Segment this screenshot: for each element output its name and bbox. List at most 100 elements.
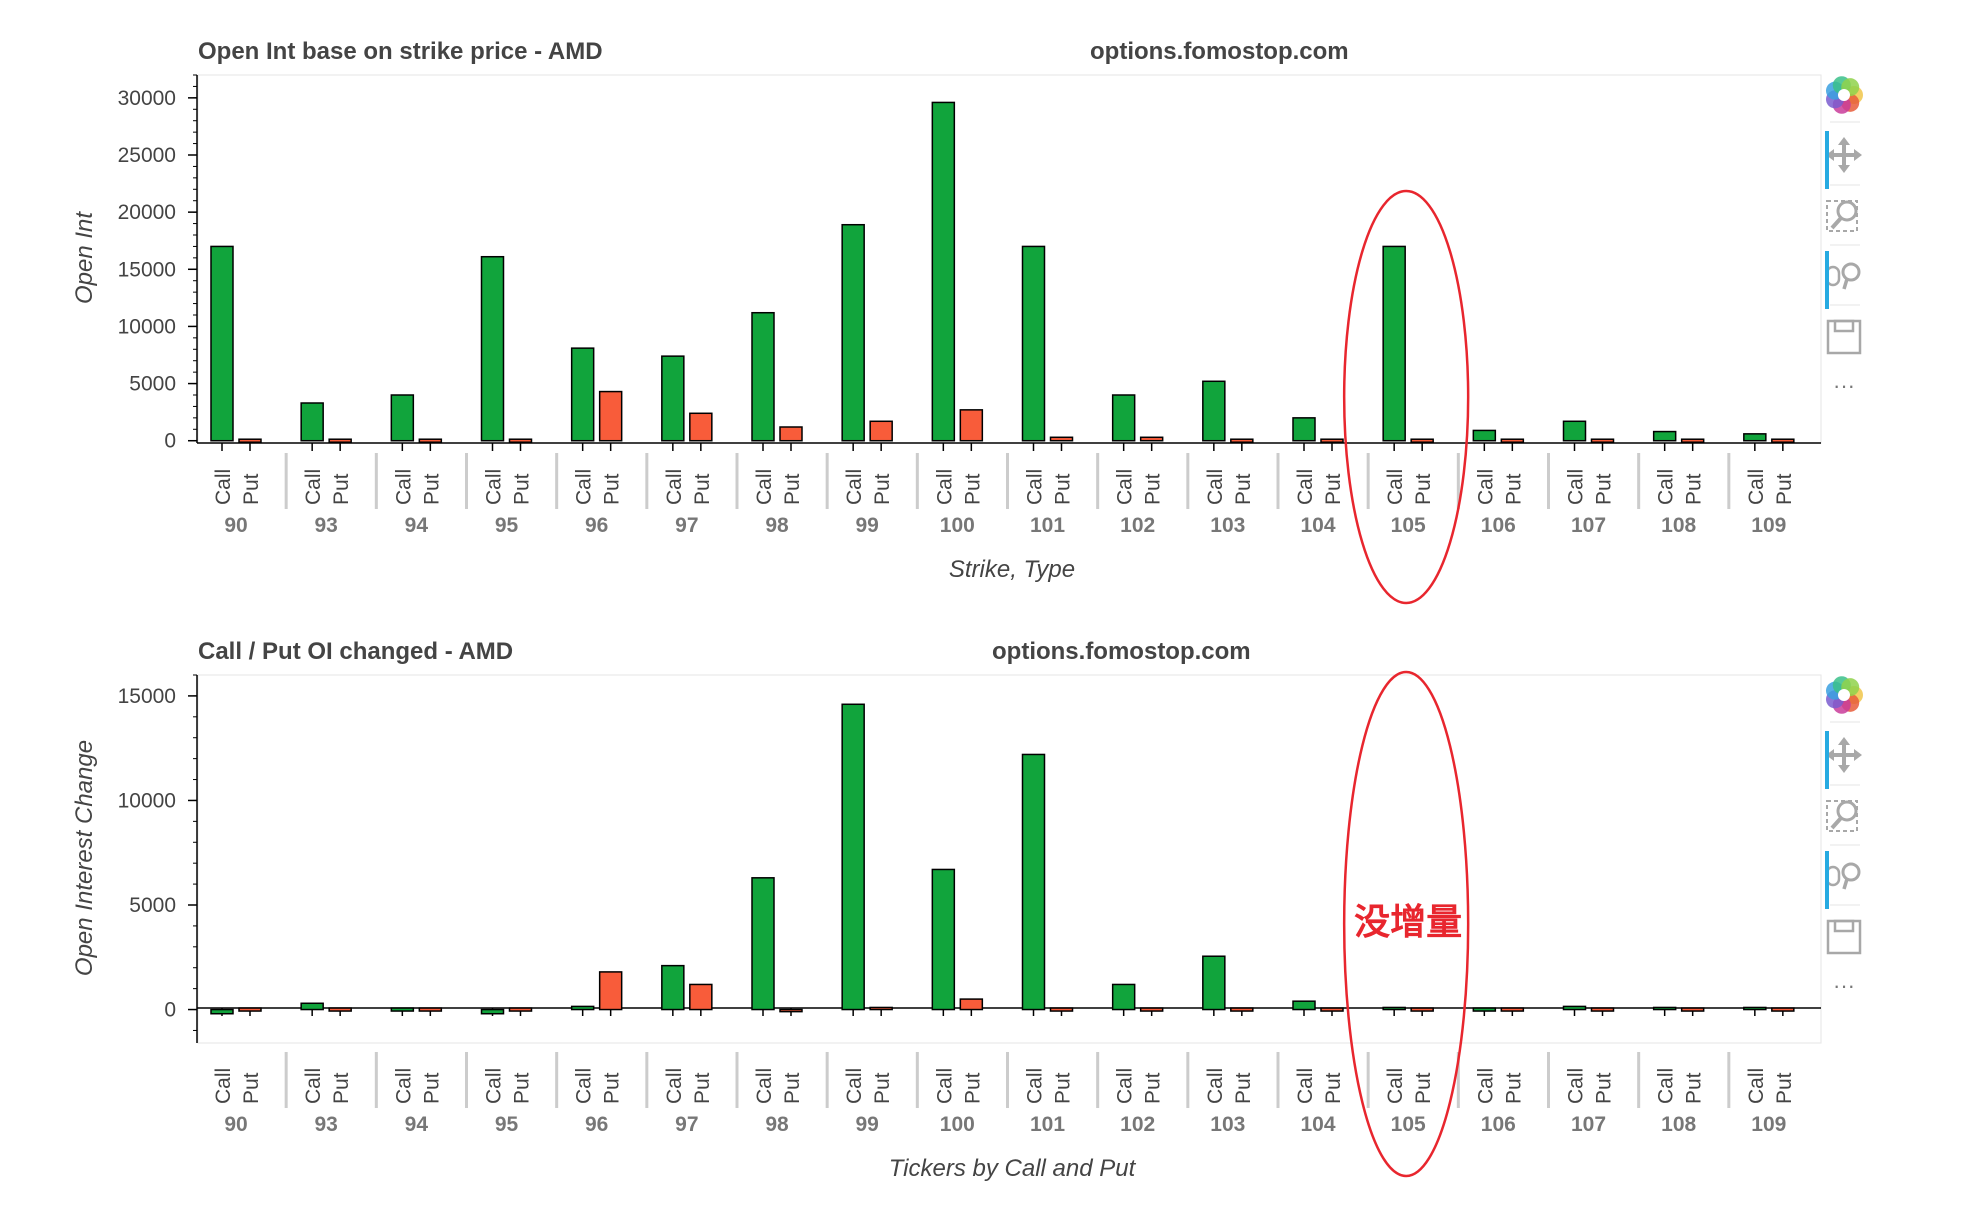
put-tick-label: Put	[691, 1072, 714, 1104]
call-tick-label: Call	[1114, 469, 1137, 505]
strike-label: 93	[314, 1113, 337, 1136]
put-bar	[328, 438, 352, 443]
call-bar	[1202, 955, 1226, 1011]
put-tick-label: Put	[871, 473, 894, 505]
put-bar	[959, 409, 984, 442]
strike-label: 98	[765, 1113, 789, 1136]
strike-label: 105	[1391, 514, 1426, 537]
call-bar	[1472, 1007, 1497, 1012]
zoom-box-glyph	[1826, 800, 1858, 832]
box-zoom-tool-icon[interactable]	[1826, 200, 1858, 232]
strike-label: 100	[940, 514, 975, 537]
put-bar	[689, 983, 713, 1011]
highlight-ellipse	[1342, 189, 1470, 605]
put-bar	[1771, 438, 1795, 443]
logo-center	[1838, 89, 1850, 101]
more-tools-button[interactable]: ···	[1833, 373, 1855, 398]
put-tick-label: Put	[420, 1072, 443, 1104]
put-bar	[418, 1007, 443, 1012]
watermark: options.fomostop.com	[992, 638, 1251, 665]
y-tick-label: 0	[164, 430, 176, 453]
y-tick-label: 5000	[129, 894, 176, 917]
call-bar	[1382, 1006, 1406, 1011]
strike-label: 94	[405, 514, 429, 537]
pan-tool-icon[interactable]	[1826, 137, 1862, 173]
call-bar	[480, 255, 505, 442]
call-tick-label: Call	[1474, 469, 1497, 505]
tool-active-indicator	[1825, 731, 1829, 789]
strike-label: 94	[405, 1113, 429, 1136]
put-bar	[1320, 438, 1344, 443]
save-tool-icon[interactable]	[1826, 919, 1862, 955]
put-tick-label: Put	[601, 473, 624, 505]
strike-label: 95	[495, 514, 519, 537]
put-tick-label: Put	[1502, 473, 1525, 505]
put-tick-label: Put	[1142, 1072, 1165, 1104]
open-interest-chart: Open Int base on strike price - AMD opti…	[71, 38, 1863, 605]
box-zoom-tool-icon[interactable]	[1826, 800, 1858, 832]
save-frame-glyph	[1826, 919, 1862, 955]
y-tick-label: 30000	[118, 87, 176, 110]
call-tick-label: Call	[483, 1068, 506, 1104]
save-tool-icon[interactable]	[1826, 319, 1862, 355]
pan-tool-icon[interactable]	[1826, 737, 1862, 773]
chart-title: Open Int base on strike price - AMD	[198, 38, 603, 65]
strike-label: 96	[585, 1113, 608, 1136]
strike-label: 99	[855, 514, 878, 537]
tool-active-indicator	[1825, 851, 1829, 909]
call-bar	[1382, 245, 1406, 442]
wheel-zoom-tool-icon[interactable]	[1825, 262, 1861, 290]
strike-label: 108	[1661, 1113, 1696, 1136]
put-bar	[1139, 1007, 1164, 1012]
call-bar	[931, 101, 956, 442]
call-tick-label: Call	[1745, 469, 1768, 505]
put-bar	[689, 412, 713, 442]
call-tick-label: Call	[843, 469, 866, 505]
logo-center	[1838, 689, 1850, 701]
put-tick-label: Put	[1322, 1072, 1345, 1104]
put-tick-label: Put	[1052, 1072, 1075, 1104]
call-tick-label: Call	[1384, 1068, 1407, 1104]
call-bar	[751, 877, 775, 1011]
put-bar	[869, 1006, 893, 1011]
call-tick-label: Call	[1114, 1068, 1137, 1104]
highlight-ellipse	[1342, 670, 1470, 1178]
call-tick-label: Call	[1745, 1068, 1768, 1104]
call-bar	[300, 402, 324, 442]
call-tick-label: Call	[1294, 469, 1317, 505]
call-tick-label: Call	[843, 1068, 866, 1104]
put-bar	[418, 438, 443, 443]
wheel-lens-glyph	[1841, 862, 1861, 882]
bokeh-logo-icon[interactable]	[1825, 76, 1863, 114]
zoom-lens-glyph	[1836, 200, 1858, 222]
call-tick-label: Call	[1474, 1068, 1497, 1104]
call-tick-label: Call	[1655, 1068, 1678, 1104]
put-tick-label: Put	[781, 1072, 804, 1104]
put-tick-label: Put	[1683, 1072, 1706, 1104]
call-bar	[1021, 245, 1046, 442]
call-tick-label: Call	[212, 1068, 235, 1104]
call-bar	[210, 1008, 234, 1015]
y-tick-label: 15000	[118, 258, 176, 281]
bokeh-logo-icon[interactable]	[1825, 676, 1863, 714]
annotation-label: 没增量	[1354, 901, 1462, 942]
put-bar	[1680, 1007, 1705, 1012]
put-bar	[779, 426, 803, 442]
call-bar	[1652, 1006, 1677, 1011]
y-tick-label: 20000	[118, 201, 176, 224]
y-tick-label: 25000	[118, 144, 176, 167]
put-tick-label: Put	[240, 473, 263, 505]
y-tick-label: 10000	[118, 315, 176, 338]
strike-label: 107	[1571, 1113, 1606, 1136]
more-tools-button[interactable]: ···	[1833, 973, 1855, 998]
wheel-handle-glyph	[1842, 278, 1849, 290]
watermark: options.fomostop.com	[1090, 38, 1349, 65]
call-tick-label: Call	[392, 1068, 415, 1104]
put-tick-label: Put	[1502, 1072, 1525, 1104]
call-tick-label: Call	[1024, 1068, 1047, 1104]
call-tick-label: Call	[1565, 469, 1588, 505]
wheel-zoom-tool-icon[interactable]	[1825, 862, 1861, 890]
call-tick-label: Call	[573, 1068, 596, 1104]
put-tick-label: Put	[1232, 473, 1255, 505]
call-bar	[1562, 1005, 1587, 1011]
